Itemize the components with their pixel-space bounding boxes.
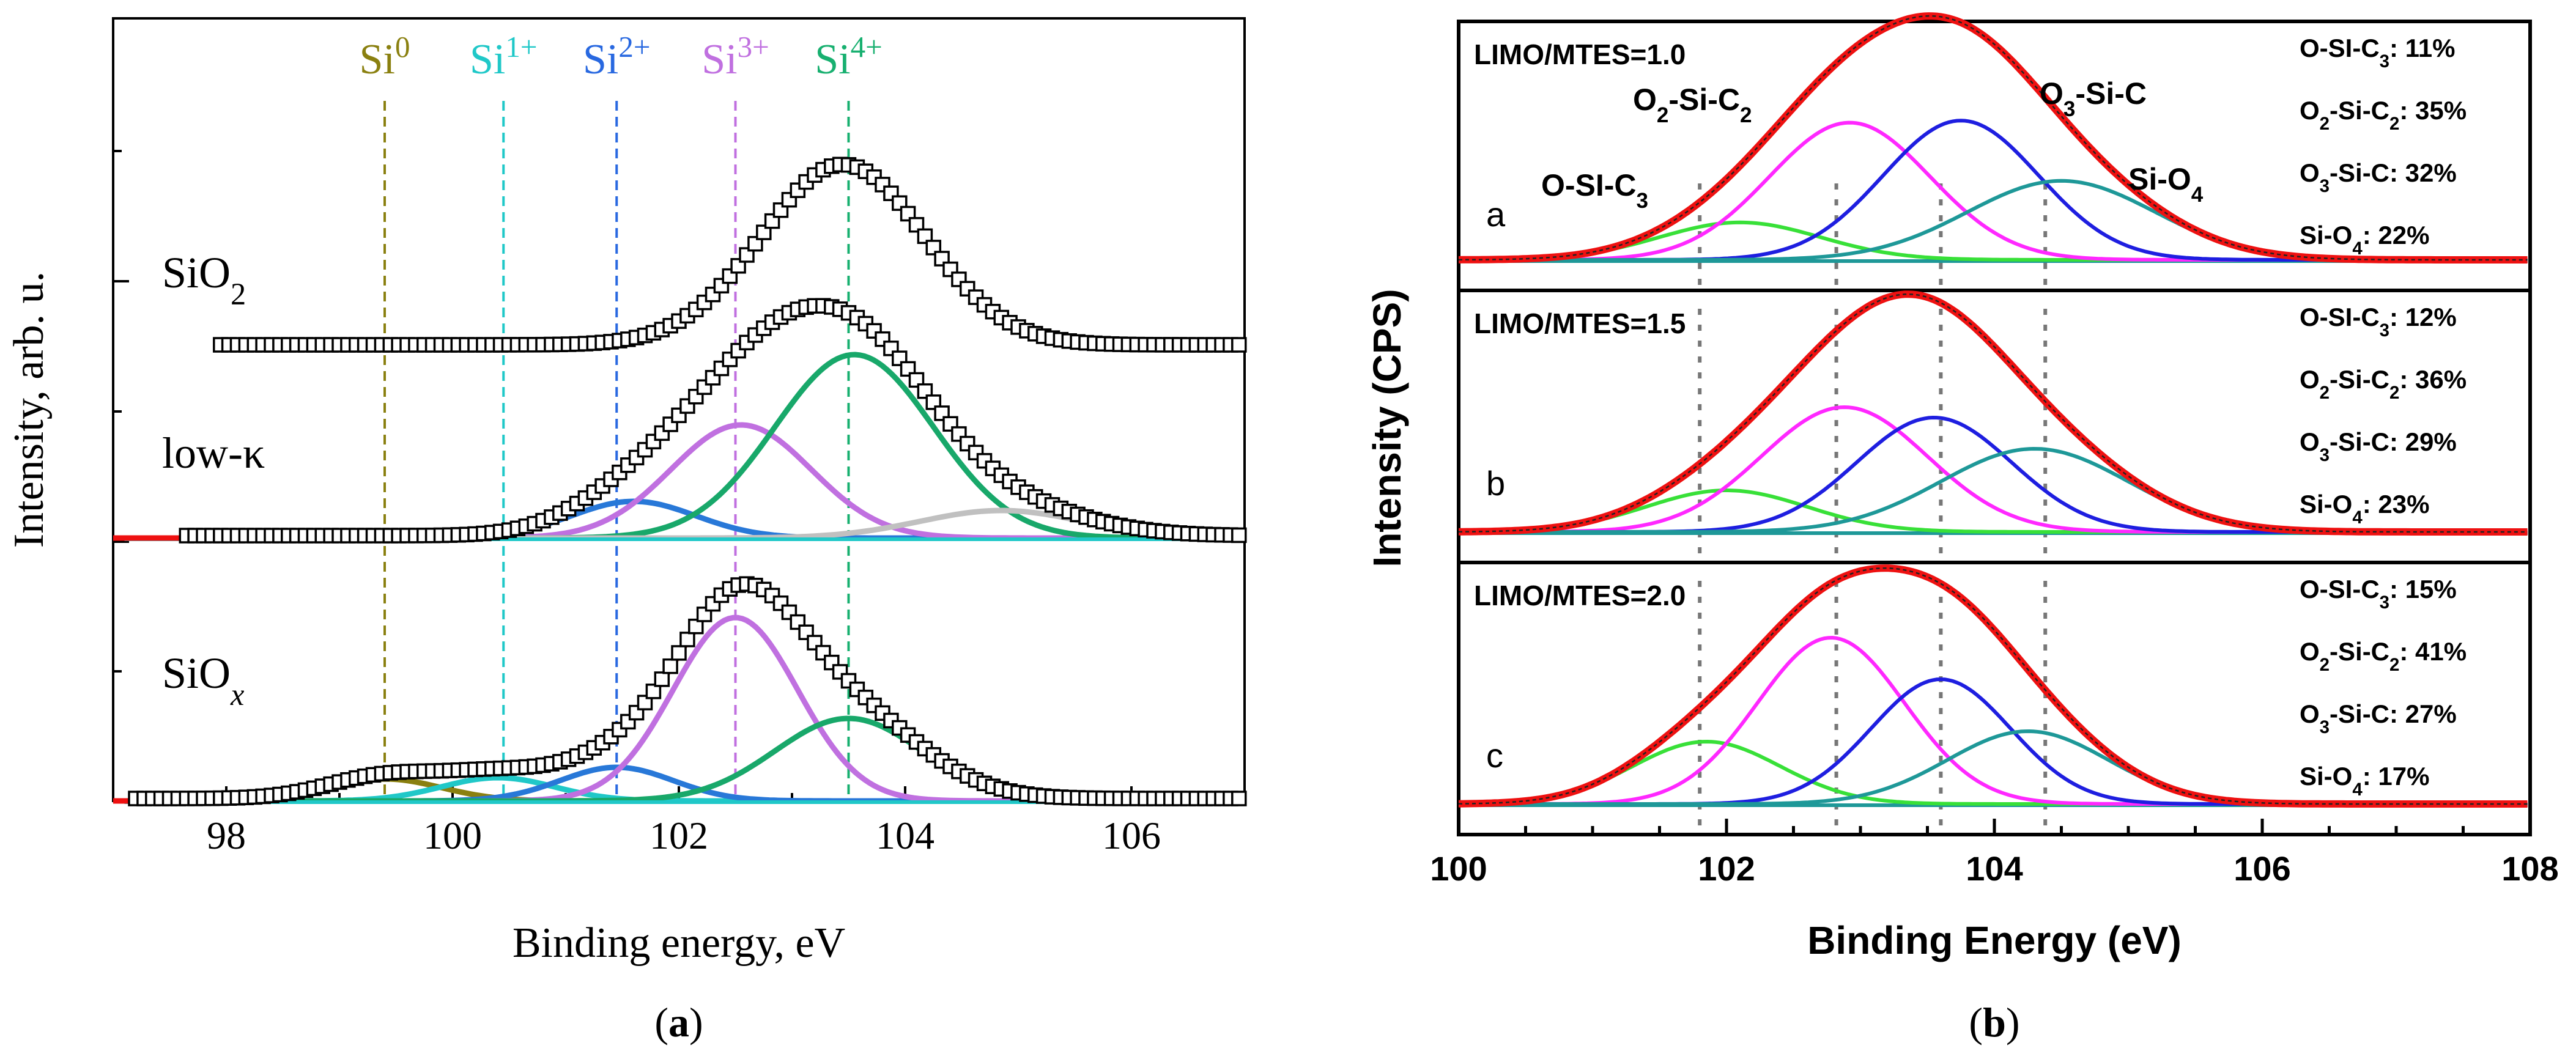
data-curve [1459, 293, 2528, 533]
data-point [654, 671, 670, 687]
data-point [662, 658, 678, 674]
x-tick-label: 102 [650, 814, 708, 857]
subplot-a: LIMO/MTES=1.0 a O-SI-C3: 11% O2-Si-C2: 35% O… [1457, 12, 2532, 292]
data-point [1231, 527, 1247, 544]
fraction-0: O-SI-C3: 12% [2300, 303, 2457, 341]
reference-label-4: Si4+ [815, 30, 883, 84]
y-axis-label: Intensity, arb. u. [6, 271, 53, 548]
y-axis-label: Intensity (CPS) [1365, 289, 1409, 567]
peak-label-3: Si-O4 [2128, 162, 2204, 207]
data-curve [1459, 567, 2528, 805]
spectrum-1 [113, 298, 1247, 544]
fraction-2: O3-Si-C: 32% [2300, 158, 2457, 196]
reference-label-2: Si2+ [583, 30, 651, 84]
data-point [739, 247, 755, 263]
reference-label-1: Si1+ [470, 30, 538, 84]
fraction-1: O2-Si-C2: 41% [2300, 637, 2467, 675]
data-curve [1458, 15, 2528, 261]
fraction-2: O3-Si-C: 29% [2300, 427, 2457, 465]
peak-label-0: O-SI-C3 [1541, 168, 1648, 213]
reference-label-0: Si0 [360, 30, 410, 84]
panel-a: 98 100 102 104 106 Binding energy, eV Intensit… [6, 17, 1247, 1045]
spectrum-2 [113, 576, 1247, 806]
fraction-3: Si-O4: 23% [2300, 490, 2429, 528]
x-tick-label: 106 [1102, 814, 1161, 857]
reference-label-3: Si3+ [701, 30, 769, 84]
panel-b: LIMO/MTES=1.0 a O-SI-C3: 11% O2-Si-C2: 35% O… [1365, 12, 2559, 1045]
x-tick-label: 98 [207, 814, 246, 857]
data-point [908, 372, 925, 388]
subplot-c: LIMO/MTES=2.0 c O-SI-C3: 15% O2-Si-C2: 41% O… [1457, 561, 2532, 836]
fraction-1: O2-Si-C2: 36% [2300, 365, 2467, 403]
spectrum-label-1: low-κ [162, 429, 265, 478]
fraction-0: O-SI-C3: 11% [2300, 34, 2455, 72]
fraction-3: Si-O4: 22% [2300, 221, 2429, 259]
spectrum-0 [213, 157, 1247, 353]
subplot-b: LIMO/MTES=1.5 b O-SI-C3: 12% O2-Si-C2: 36% O… [1457, 289, 2532, 564]
data-point [679, 632, 695, 647]
fraction-1: O2-Si-C2: 35% [2300, 96, 2467, 134]
condition-label: LIMO/MTES=1.0 [1474, 39, 1686, 70]
fraction-0: O-SI-C3: 15% [2300, 575, 2457, 613]
caption-b: (b) [1969, 999, 2019, 1045]
x-tick-label: 108 [2501, 849, 2558, 888]
subplot-letter: c [1486, 736, 1503, 775]
condition-label: LIMO/MTES=1.5 [1474, 308, 1686, 339]
fraction-3: Si-O4: 17% [2300, 762, 2429, 800]
fraction-2: O3-Si-C: 27% [2300, 699, 2457, 737]
peak-label-1: O2-Si-C2 [1633, 83, 1752, 127]
data-point [671, 645, 687, 661]
spectrum-label-2: SiOx [162, 649, 244, 712]
subplot-letter: a [1486, 195, 1506, 234]
data-point [645, 684, 662, 699]
caption-a: (a) [654, 999, 703, 1045]
x-axis-label: Binding Energy (eV) [1807, 918, 2182, 962]
subplot-letter: b [1486, 464, 1505, 503]
data-point [908, 216, 925, 233]
peak-label-2: O3-Si-C [2040, 76, 2147, 121]
condition-label: LIMO/MTES=2.0 [1474, 580, 1686, 611]
data-point [1231, 791, 1247, 806]
data-point [917, 228, 933, 245]
x-axis-label: Binding energy, eV [513, 920, 845, 967]
data-point [747, 235, 763, 252]
x-tick-label: 104 [876, 814, 935, 857]
data-point [756, 224, 772, 240]
x-tick-label: 106 [2234, 849, 2290, 888]
data-point [637, 695, 653, 710]
x-tick-label: 100 [1430, 849, 1487, 888]
x-tick-label: 102 [1698, 849, 1755, 888]
envelope-curve [113, 583, 1245, 804]
x-tick-label: 104 [1966, 849, 2023, 888]
spectrum-label-0: SiO2 [162, 248, 246, 311]
x-tick-label: 100 [423, 814, 482, 857]
data-point [688, 618, 704, 635]
data-point [1231, 337, 1247, 353]
